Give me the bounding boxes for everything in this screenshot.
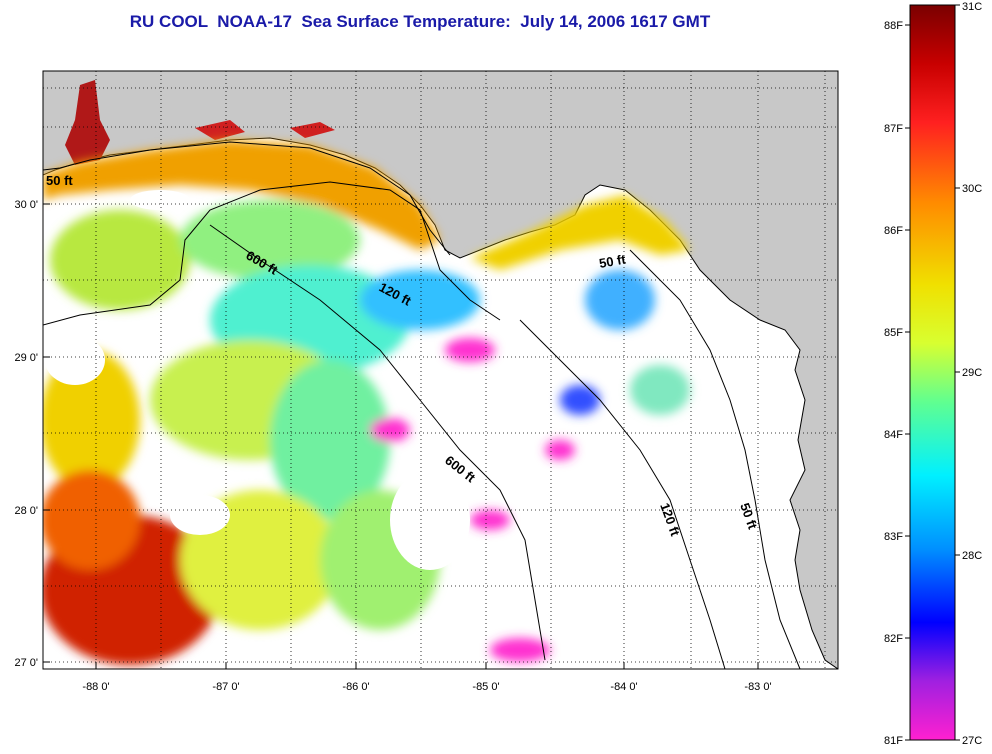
colorbar-f-label: 81F xyxy=(884,735,903,747)
colorbar-f-label: 85F xyxy=(884,327,903,339)
lon-tick-label: -86 0' xyxy=(342,681,369,693)
contour-50ft-east xyxy=(629,249,801,669)
contour-label-ne-50: 50 ft xyxy=(598,251,628,271)
colorbar-f-label: 82F xyxy=(884,633,903,645)
land-mass xyxy=(43,71,838,669)
map-title: RU COOL NOAA-17 Sea Surface Temperature:… xyxy=(129,12,711,31)
colorbar: 88F 87F 86F 85F 84F 83F 82F 81F 31C 30C … xyxy=(884,1,982,747)
lon-tick-label: -85 0' xyxy=(472,681,499,693)
lon-tick-label: -83 0' xyxy=(744,681,771,693)
colorbar-gradient xyxy=(909,4,956,741)
contour-120ft-east xyxy=(519,319,726,669)
bathymetry-contours xyxy=(43,141,801,669)
colorbar-f-label: 87F xyxy=(884,123,903,135)
choctaw-bay xyxy=(290,122,335,138)
contour-label-nw-50: 50 ft xyxy=(46,173,73,188)
lat-tick-label: 27 0' xyxy=(14,657,38,669)
lon-tick-label: -84 0' xyxy=(610,681,637,693)
colorbar-f-label: 84F xyxy=(884,429,903,441)
lon-tick-label: -88 0' xyxy=(82,681,109,693)
colorbar-c-label: 28C xyxy=(962,550,982,562)
sst-field xyxy=(43,140,690,665)
contour-120ft-west xyxy=(43,181,501,326)
contour-600ft xyxy=(209,224,546,661)
lat-tick-label: 29 0' xyxy=(14,352,38,364)
mobile-bay xyxy=(65,80,110,165)
colorbar-c-label: 29C xyxy=(962,367,982,379)
lon-tick-label: -87 0' xyxy=(212,681,239,693)
colorbar-f-label: 88F xyxy=(884,20,903,32)
colorbar-c-label: 30C xyxy=(962,183,982,195)
lat-tick-label: 28 0' xyxy=(14,505,38,517)
no-data-patches xyxy=(45,190,470,570)
plot-frame xyxy=(42,70,839,670)
lat-lon-grid xyxy=(43,71,838,669)
lat-tick-label: 30 0' xyxy=(14,199,38,211)
plot-area: 50 ft 600 ft 120 ft 50 ft 600 ft 120 ft … xyxy=(43,71,838,669)
pensacola-bay xyxy=(195,120,245,140)
colorbar-f-label: 83F xyxy=(884,531,903,543)
colorbar-c-label: 31C xyxy=(962,1,982,13)
colorbar-c-label: 27C xyxy=(962,735,982,747)
frame-ticks xyxy=(43,203,759,669)
contour-50ft-west xyxy=(43,141,451,256)
colorbar-f-label: 86F xyxy=(884,225,903,237)
